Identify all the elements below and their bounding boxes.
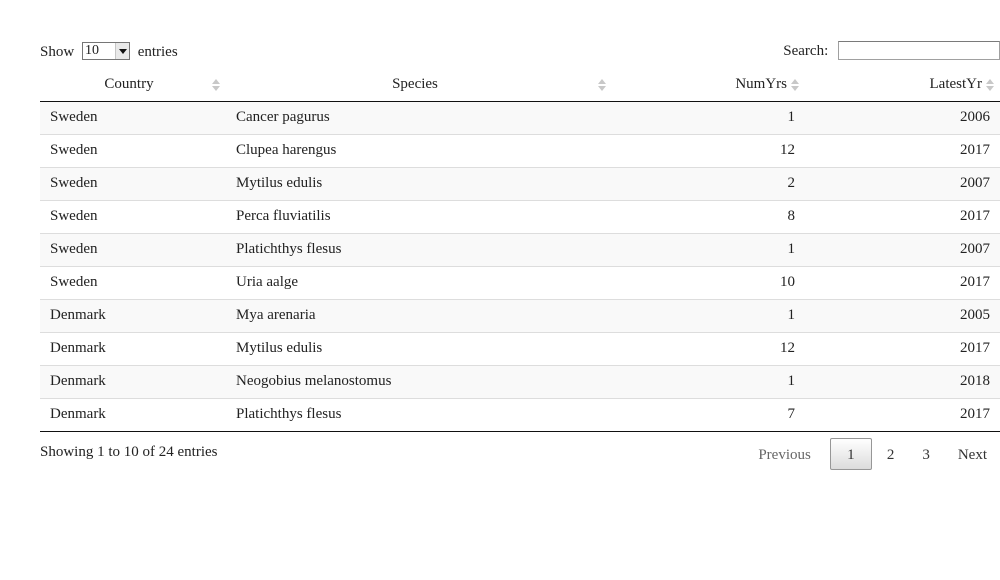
cell-species: Uria aalge [226, 265, 612, 299]
cell-country: Sweden [40, 101, 226, 134]
page-length-value: 10 [84, 43, 99, 59]
cell-numyrs: 1 [612, 364, 805, 398]
column-header-latestyr[interactable]: LatestYr [805, 68, 1000, 102]
cell-numyrs: 1 [612, 298, 805, 332]
column-header-numyrs[interactable]: NumYrs [612, 68, 805, 102]
cell-latestyr: 2017 [805, 133, 1000, 167]
data-table: Country Species NumYrs LatestYr [40, 68, 1000, 432]
page-button-2[interactable]: 2 [886, 447, 895, 463]
cell-latestyr: 2017 [805, 265, 1000, 299]
cell-country: Sweden [40, 232, 226, 266]
cell-country: Sweden [40, 166, 226, 200]
sort-icon [598, 79, 606, 93]
cell-numyrs: 8 [612, 199, 805, 233]
cell-latestyr: 2006 [805, 101, 1000, 134]
table-row: Denmark Neogobius melanostomus 1 2018 [40, 364, 1000, 398]
sort-icon [791, 79, 799, 93]
table-row: Sweden Mytilus edulis 2 2007 [40, 166, 1000, 200]
sort-icon [986, 79, 994, 93]
table-row: Sweden Perca fluviatilis 8 2017 [40, 199, 1000, 233]
datatable-wrapper: Show 10 entries Search: Country Species … [40, 0, 1000, 580]
cell-country: Sweden [40, 199, 226, 233]
column-header-country[interactable]: Country [40, 68, 226, 102]
table-row: Denmark Mya arenaria 1 2005 [40, 298, 1000, 332]
header-row: Country Species NumYrs LatestYr [40, 68, 1000, 102]
cell-species: Clupea harengus [226, 133, 612, 167]
page-length-select[interactable]: 10 [81, 42, 130, 61]
cell-latestyr: 2018 [805, 364, 1000, 398]
table-body: Sweden Cancer pagurus 1 2006 Sweden Clup… [40, 101, 1000, 432]
cell-species: Mytilus edulis [226, 166, 612, 200]
sort-icon [212, 79, 220, 93]
search-label: Search: [783, 43, 829, 59]
entries-label: entries [137, 44, 178, 60]
table-row: Denmark Platichthys flesus 7 2017 [40, 397, 1000, 432]
cell-country: Denmark [40, 298, 226, 332]
cell-country: Denmark [40, 331, 226, 365]
cell-latestyr: 2005 [805, 298, 1000, 332]
cell-country: Sweden [40, 133, 226, 167]
pagination: Previous 1 2 3 Next [743, 437, 1000, 471]
column-label: Species [392, 75, 438, 92]
previous-button[interactable]: Previous [758, 447, 811, 463]
chevron-down-icon [114, 43, 129, 60]
cell-country: Denmark [40, 364, 226, 398]
cell-numyrs: 1 [612, 101, 805, 134]
column-label: NumYrs [735, 75, 787, 92]
cell-numyrs: 12 [612, 133, 805, 167]
cell-species: Neogobius melanostomus [226, 364, 612, 398]
table-row: Denmark Mytilus edulis 12 2017 [40, 331, 1000, 365]
cell-species: Platichthys flesus [226, 397, 612, 432]
cell-numyrs: 7 [612, 397, 805, 432]
cell-species: Mytilus edulis [226, 331, 612, 365]
table-info: Showing 1 to 10 of 24 entries [40, 444, 218, 460]
search-control: Search: [783, 40, 1000, 62]
column-label: Country [104, 75, 154, 92]
page-length-control: Show 10 entries [40, 41, 178, 63]
cell-country: Denmark [40, 397, 226, 432]
cell-country: Sweden [40, 265, 226, 299]
cell-species: Perca fluviatilis [226, 199, 612, 233]
table-row: Sweden Uria aalge 10 2017 [40, 265, 1000, 299]
table-row: Sweden Clupea harengus 12 2017 [40, 133, 1000, 167]
show-label: Show [40, 44, 75, 60]
column-header-species[interactable]: Species [226, 68, 612, 102]
table-row: Sweden Cancer pagurus 1 2006 [40, 101, 1000, 134]
search-input[interactable] [838, 40, 1000, 60]
cell-latestyr: 2017 [805, 199, 1000, 233]
page-button-3[interactable]: 3 [922, 447, 930, 463]
cell-numyrs: 12 [612, 331, 805, 365]
cell-numyrs: 2 [612, 166, 805, 200]
cell-species: Cancer pagurus [226, 101, 612, 134]
cell-latestyr: 2007 [805, 232, 1000, 266]
cell-latestyr: 2007 [805, 166, 1000, 200]
page-button-1[interactable]: 1 [829, 438, 872, 470]
next-button[interactable]: Next [957, 447, 987, 463]
cell-latestyr: 2017 [805, 397, 1000, 432]
table-header: Country Species NumYrs LatestYr [40, 68, 1000, 102]
cell-species: Platichthys flesus [226, 232, 612, 266]
cell-species: Mya arenaria [226, 298, 612, 332]
table-row: Sweden Platichthys flesus 1 2007 [40, 232, 1000, 266]
cell-latestyr: 2017 [805, 331, 1000, 365]
column-label: LatestYr [929, 75, 982, 92]
cell-numyrs: 1 [612, 232, 805, 266]
cell-numyrs: 10 [612, 265, 805, 299]
